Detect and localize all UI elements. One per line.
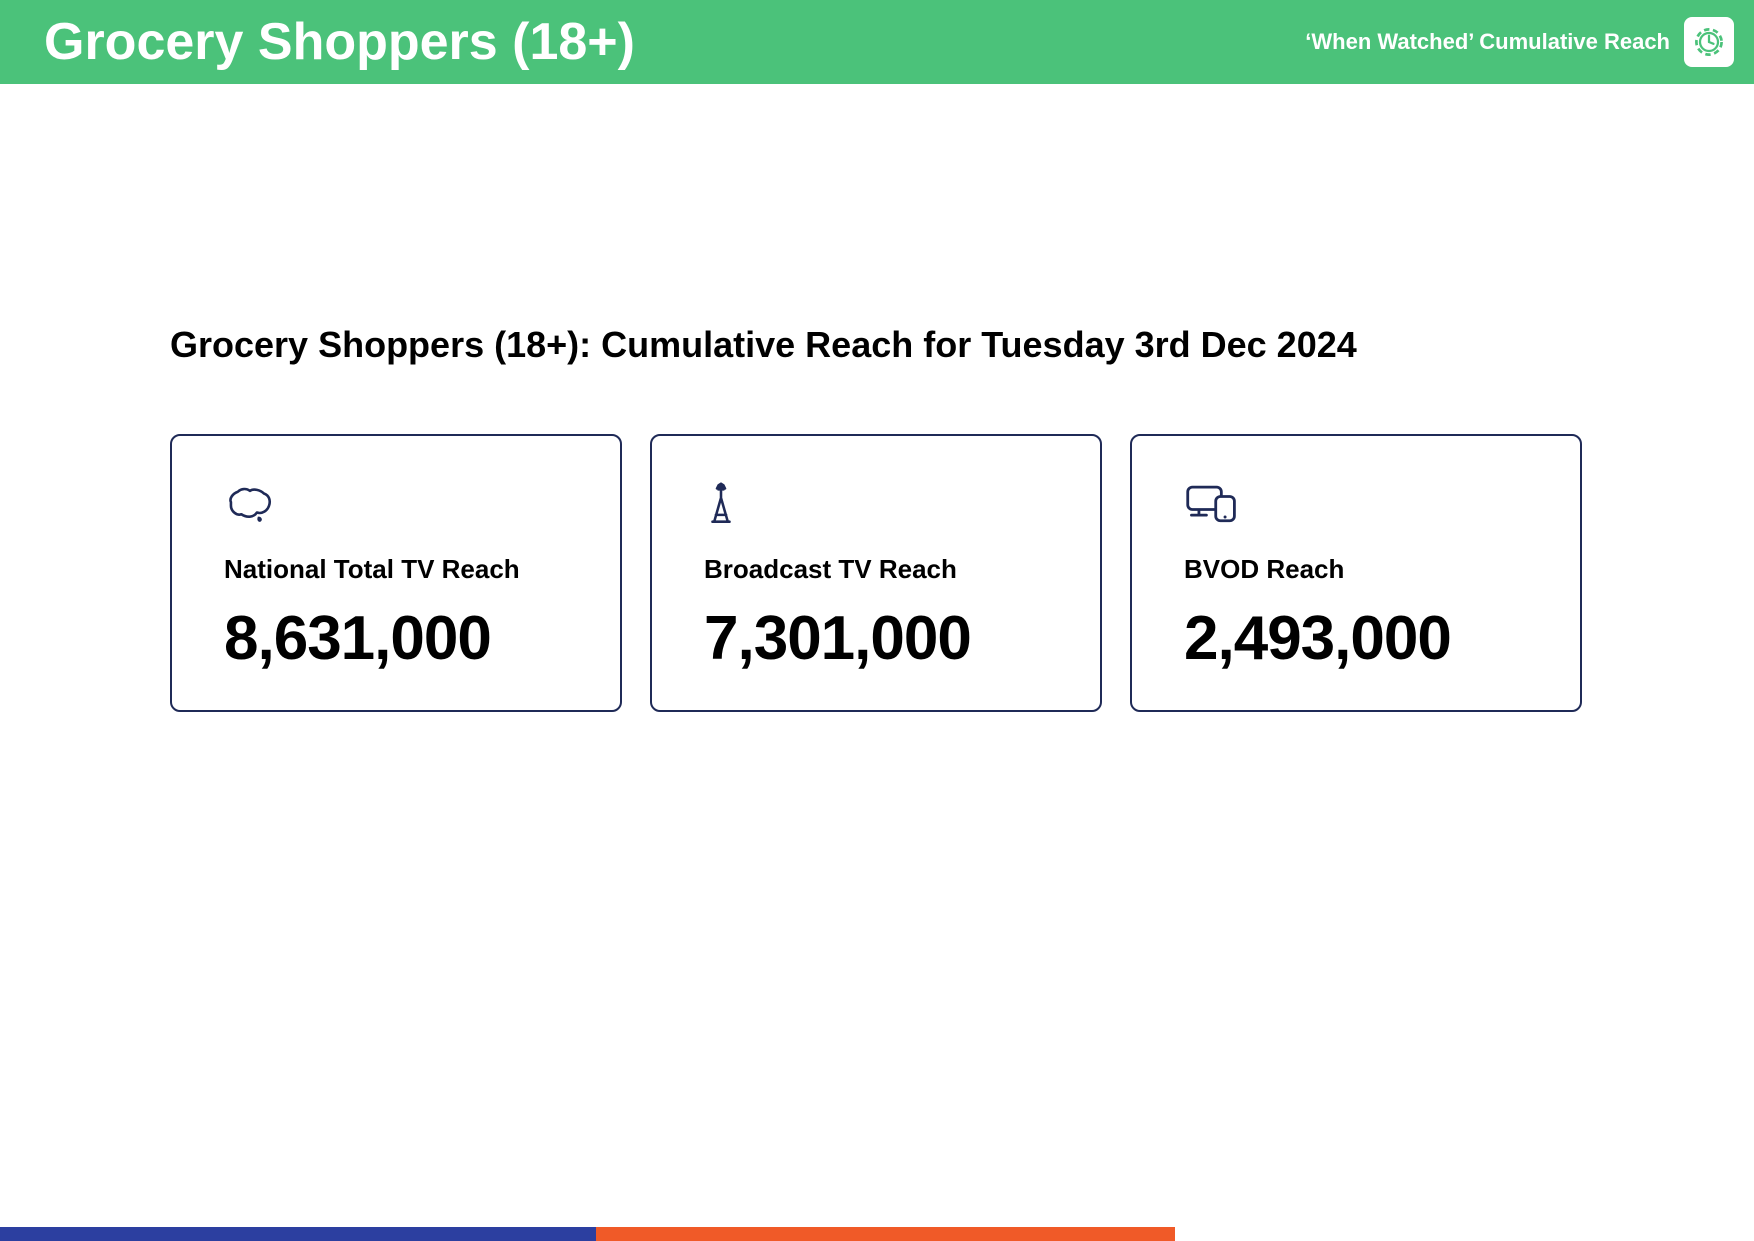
australia-icon <box>224 480 582 532</box>
metric-label: Broadcast TV Reach <box>704 554 1062 585</box>
tower-icon <box>704 480 1062 532</box>
metric-card-broadcast: Broadcast TV Reach 7,301,000 <box>650 434 1102 712</box>
metric-label: BVOD Reach <box>1184 554 1542 585</box>
metric-cards-row: National Total TV Reach 8,631,000 Broadc… <box>170 434 1584 712</box>
page-title: Grocery Shoppers (18+) <box>44 12 635 72</box>
header-subtitle: ‘When Watched’ Cumulative Reach <box>1305 29 1670 55</box>
clock-icon <box>1684 17 1734 67</box>
devices-icon <box>1184 480 1542 532</box>
metric-value: 7,301,000 <box>704 603 1062 674</box>
stripe-segment <box>0 1227 596 1241</box>
metric-value: 2,493,000 <box>1184 603 1542 674</box>
metric-card-bvod: BVOD Reach 2,493,000 <box>1130 434 1582 712</box>
stripe-segment <box>596 1227 1175 1241</box>
header-bar: Grocery Shoppers (18+) ‘When Watched’ Cu… <box>0 0 1754 84</box>
stripe-segment <box>1175 1227 1754 1241</box>
footer-stripe <box>0 1227 1754 1241</box>
metric-card-national: National Total TV Reach 8,631,000 <box>170 434 622 712</box>
metric-label: National Total TV Reach <box>224 554 582 585</box>
section-title: Grocery Shoppers (18+): Cumulative Reach… <box>170 324 1584 366</box>
metric-value: 8,631,000 <box>224 603 582 674</box>
content-area: Grocery Shoppers (18+): Cumulative Reach… <box>0 84 1754 712</box>
header-right: ‘When Watched’ Cumulative Reach <box>1305 17 1734 67</box>
